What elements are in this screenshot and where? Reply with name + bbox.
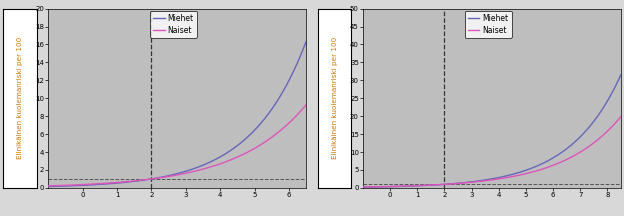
- Text: Elinikäinen kuolemanriski per 100: Elinikäinen kuolemanriski per 100: [17, 37, 23, 159]
- Text: Elinikäinen kuolemanriski per 100: Elinikäinen kuolemanriski per 100: [331, 37, 338, 159]
- Legend: Miehet, Naiset: Miehet, Naiset: [465, 11, 512, 38]
- Legend: Miehet, Naiset: Miehet, Naiset: [150, 11, 197, 38]
